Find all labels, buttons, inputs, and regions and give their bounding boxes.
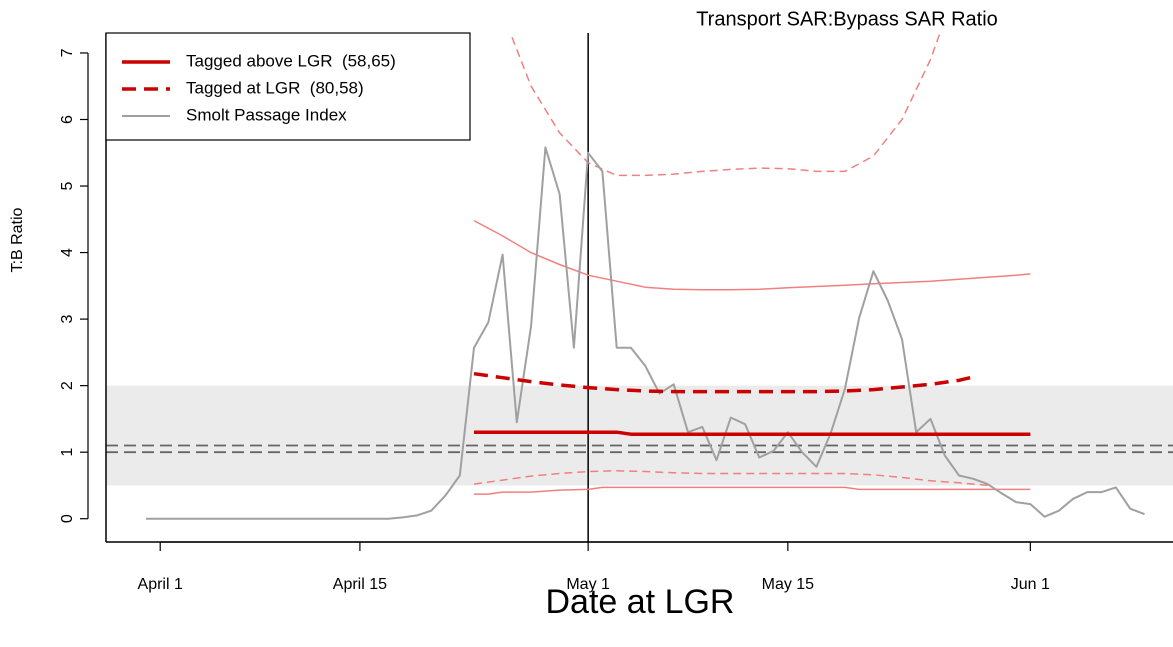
- y-tick-label: 1: [59, 448, 76, 457]
- x-tick-label: May 1: [566, 576, 610, 593]
- legend-label: Smolt Passage Index: [186, 105, 347, 124]
- x-tick-label: May 15: [762, 576, 815, 593]
- series-line: [473, 219, 1031, 291]
- chart-title: Transport SAR:Bypass SAR Ratio: [696, 8, 998, 30]
- legend-label: Tagged at LGR (80,58): [186, 78, 364, 97]
- series-line: [473, 371, 974, 394]
- legend-label: Tagged above LGR (58,65): [186, 51, 396, 70]
- y-tick-label: 3: [59, 315, 76, 324]
- plot-area: [106, 33, 1173, 542]
- series-line: [145, 146, 1145, 520]
- y-tick-label: 0: [59, 514, 76, 523]
- y-tick-label: 5: [59, 181, 76, 190]
- x-axis-label: Date at LGR: [546, 583, 735, 621]
- y-axis-label: T:B Ratio: [9, 207, 26, 272]
- y-tick-label: 7: [59, 48, 76, 57]
- x-tick-label: April 1: [138, 576, 183, 593]
- series-line: [474, 430, 1031, 436]
- y-tick-label: 2: [59, 381, 76, 390]
- x-tick-label: April 15: [333, 576, 387, 593]
- x-tick-label: Jun 1: [1011, 576, 1050, 593]
- y-tick-label: 6: [59, 115, 76, 124]
- series-line: [474, 486, 1031, 495]
- series-line: [509, 33, 941, 177]
- legend: Tagged above LGR (58,65) Tagged at LGR (8…: [105, 32, 471, 141]
- y-tick-label: 4: [59, 248, 76, 257]
- legend-box: [105, 32, 471, 141]
